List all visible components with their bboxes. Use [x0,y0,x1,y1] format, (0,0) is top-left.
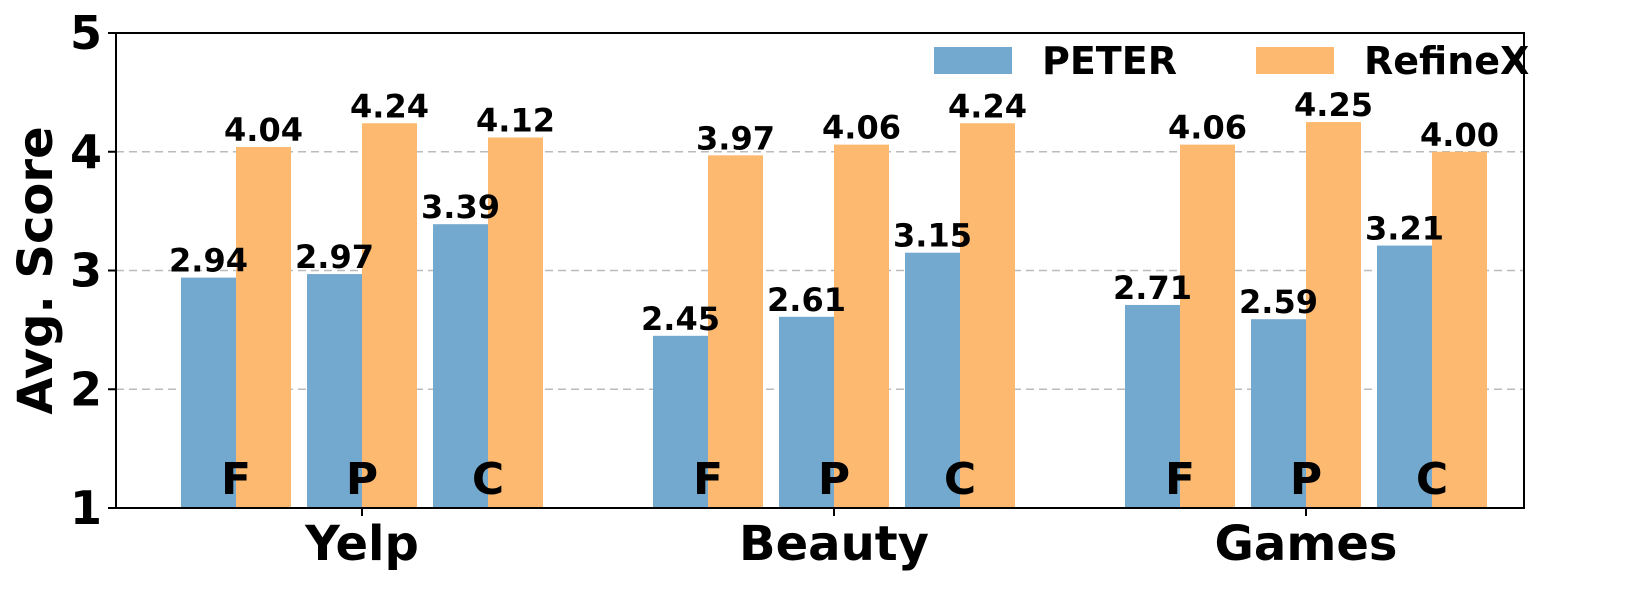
bar-peter-beauty-p [779,316,834,508]
bar-value-label: 3.39 [421,188,500,226]
bar-value-label: 2.97 [295,238,374,276]
bar-value-label: 2.59 [1239,283,1318,321]
bar-value-label: 4.06 [822,109,901,147]
y-axis-ticks: 1 2 3 4 5 [70,6,116,535]
bar-refinex-games-f [1180,144,1235,508]
bar-value-label: 3.15 [893,217,972,255]
legend-swatch [934,47,1012,74]
bar-value-label: 4.12 [476,102,555,140]
bar-refinex-beauty-p [834,144,889,508]
bar-value-labels: 2.94 4.04 2.97 4.24 3.39 4.12 2.45 3.97 2.61 4.06… [169,86,1499,338]
y-tick-label: 4 [70,125,102,179]
bar-refinex-yelp-f [236,147,291,508]
bar-refinex-games-p [1306,122,1361,508]
bars [181,122,1487,508]
bar-value-label: 2.94 [169,242,248,280]
bar-value-label: 2.45 [641,300,720,338]
bar-category-label: C [1416,454,1448,505]
legend-label: RefineX [1364,39,1529,83]
legend: PETER RefineX [918,36,1529,88]
bar-value-label: 3.21 [1365,210,1444,248]
bar-refinex-games-c [1432,151,1487,508]
y-tick-label: 3 [70,244,102,298]
bar-peter-games-p [1251,319,1306,508]
bar-category-label: P [1290,454,1322,505]
bar-peter-yelp-p [307,274,362,508]
bar-refinex-yelp-p [362,123,417,508]
bar-value-label: 4.25 [1294,86,1373,124]
y-axis-title: Avg. Score [8,126,64,414]
bar-peter-yelp-c [433,224,488,508]
bar-category-label: P [818,454,850,505]
x-group-label: Yelp [304,516,419,572]
bar-peter-games-f [1125,304,1180,508]
bar-category-label: F [221,454,251,505]
bar-value-label: 4.06 [1168,109,1247,147]
bar-refinex-beauty-c [960,123,1015,508]
bar-value-label: 2.71 [1113,269,1192,307]
bar-category-label: F [1165,454,1195,505]
bar-category-label: C [944,454,976,505]
y-tick-label: 2 [70,362,102,416]
bar-category-label: C [472,454,504,505]
bar-value-label: 4.24 [350,87,429,125]
bar-value-label: 4.00 [1420,116,1499,154]
bar-value-label: 2.61 [767,281,846,319]
x-axis-group-labels: Yelp Beauty Games [304,508,1397,572]
x-group-label: Beauty [739,516,929,572]
bar-value-label: 3.97 [696,119,775,157]
bar-value-label: 4.04 [224,111,303,149]
legend-box [918,36,1522,88]
legend-swatch [1256,47,1334,74]
bar-category-label: F [693,454,723,505]
bar-refinex-beauty-f [708,155,763,508]
bar-value-label: 4.24 [948,87,1027,125]
y-tick-label: 5 [70,6,102,60]
bar-peter-yelp-f [181,277,236,508]
bar-peter-beauty-c [905,252,960,508]
bar-peter-beauty-f [653,335,708,508]
x-group-label: Games [1215,516,1398,572]
bar-peter-games-c [1377,245,1432,508]
legend-label: PETER [1042,39,1177,83]
y-tick-label: 1 [70,481,102,535]
bar-category-label: P [346,454,378,505]
bar-refinex-yelp-c [488,137,543,508]
